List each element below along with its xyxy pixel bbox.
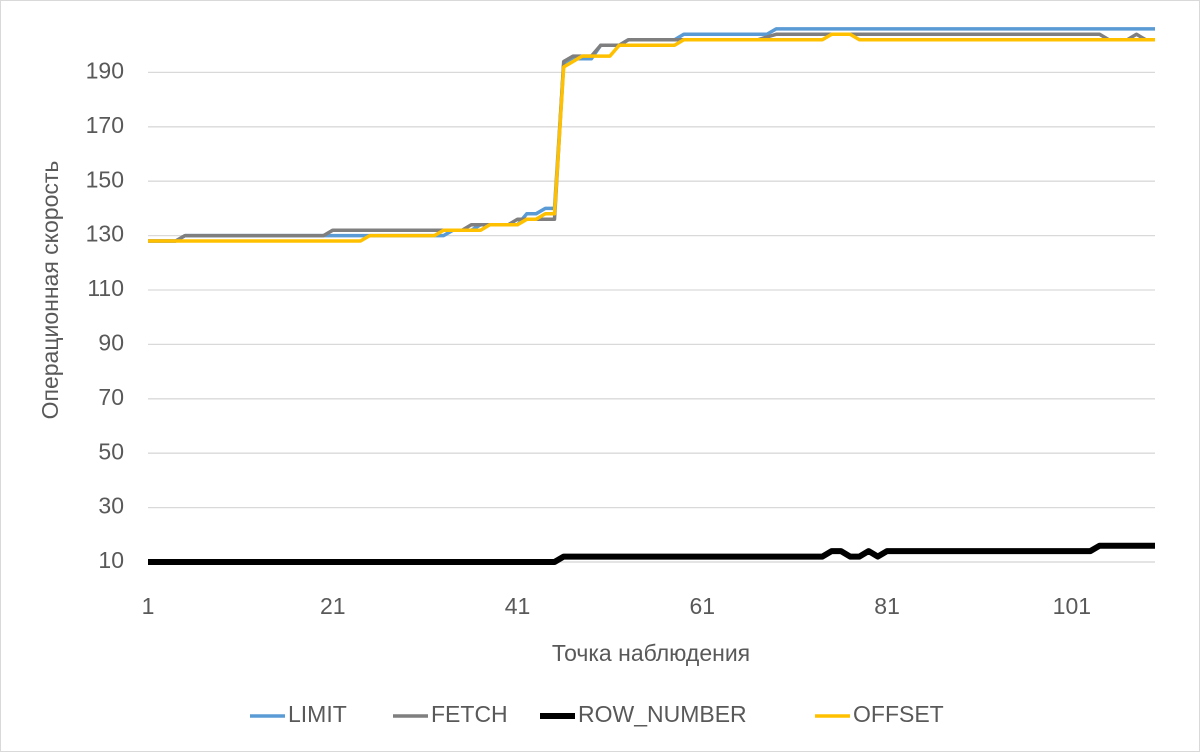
- y-tick-label: 50: [98, 438, 124, 464]
- legend-label: FETCH: [431, 701, 508, 727]
- x-axis-label: Точка наблюдения: [552, 640, 750, 666]
- legend-label: LIMIT: [288, 701, 347, 727]
- y-tick-label: 110: [87, 275, 124, 301]
- y-tick-label: 130: [86, 221, 124, 247]
- y-tick-label: 150: [86, 166, 124, 192]
- series-line: [148, 32, 1155, 243]
- legend-label: ROW_NUMBER: [578, 701, 747, 727]
- x-tick-label: 81: [874, 593, 900, 619]
- y-tick-label: 190: [86, 57, 124, 83]
- x-tick-label: 41: [505, 593, 531, 619]
- y-tick-label: 70: [98, 384, 124, 410]
- y-tick-label: 30: [98, 493, 124, 519]
- series-line: [148, 542, 1155, 565]
- series-line: [148, 32, 1155, 243]
- y-axis-label: Операционная скорость: [37, 161, 63, 420]
- x-tick-label: 1: [142, 593, 155, 619]
- y-tick-label: 170: [86, 112, 124, 138]
- x-tick-label: 101: [1053, 593, 1091, 619]
- x-tick-label: 61: [690, 593, 716, 619]
- legend-label: OFFSET: [853, 701, 944, 727]
- x-tick-label: 21: [320, 593, 346, 619]
- y-tick-label: 10: [98, 547, 124, 573]
- y-tick-label: 90: [98, 329, 124, 355]
